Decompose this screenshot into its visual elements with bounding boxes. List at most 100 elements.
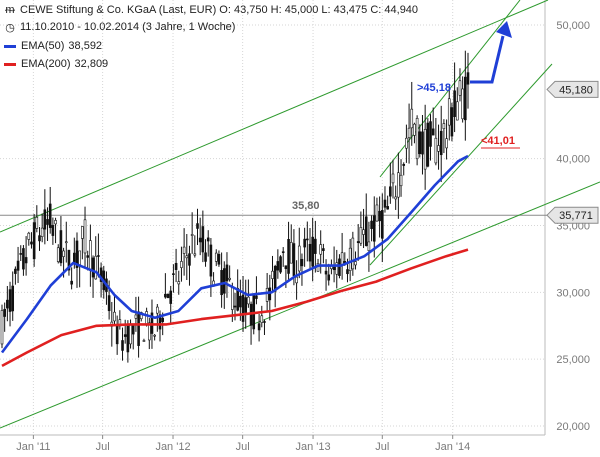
- price-bar-body: [450, 107, 454, 137]
- price-bar-body: [206, 237, 210, 242]
- price-bar-body: [14, 268, 17, 274]
- price-bar-body: [201, 226, 205, 253]
- price-bar-body: [271, 270, 274, 279]
- price-bar-body: [434, 137, 438, 164]
- price-bar-body: [399, 174, 403, 187]
- price-bar-body: [324, 270, 328, 275]
- price-bar-body: [6, 299, 9, 309]
- price-bar-body: [292, 243, 296, 276]
- price-bar-body: [166, 293, 170, 299]
- candlestick-chart-icon: ᵯ: [5, 4, 15, 16]
- price-bar-body: [364, 216, 368, 246]
- price-bar-body: [354, 261, 357, 266]
- price-bar-body: [346, 269, 349, 275]
- price-bar-body: [431, 128, 435, 136]
- price-bar-body: [177, 281, 181, 285]
- price-bar-body: [89, 240, 92, 271]
- legend-ema50: EMA(50) 38,592: [4, 39, 102, 53]
- price-bar-body: [429, 121, 432, 147]
- price-bar-body: [81, 226, 84, 239]
- price-bar-body: [75, 240, 79, 268]
- price-bar-body: [193, 253, 197, 256]
- price-bar-body: [426, 122, 430, 167]
- price-bars: [0, 50, 470, 363]
- price-bar-body: [405, 137, 408, 149]
- price-bar-body: [43, 209, 47, 230]
- x-tick-label: Jul: [375, 441, 389, 453]
- price-bar-body: [413, 123, 416, 136]
- price-bar-body: [380, 210, 384, 239]
- price-bar-body: [40, 227, 44, 237]
- price-bar-body: [121, 340, 124, 351]
- price-bar-body: [273, 265, 277, 292]
- price-bar-body: [54, 220, 57, 225]
- price-bar-body: [386, 206, 389, 210]
- price-bar-body: [196, 223, 199, 229]
- chart-title: CEWE Stiftung & Co. KGaA (Last, EUR) O: …: [20, 4, 419, 16]
- price-bar-body: [458, 80, 462, 96]
- y-tick-label: 40,000: [556, 154, 590, 166]
- x-tick-label: Jan '11: [16, 441, 50, 453]
- price-bar-body: [139, 312, 143, 320]
- price-bar-body: [239, 295, 242, 308]
- hline-price-label-box: [546, 206, 599, 224]
- price-bar-body: [35, 216, 39, 229]
- price-bar-body: [30, 241, 33, 245]
- trend-line: [379, 0, 521, 178]
- hline-price-label: 35,771: [559, 210, 593, 222]
- price-bar-body: [185, 255, 189, 259]
- price-bar-body: [231, 287, 234, 310]
- x-tick-label: Jan '13: [295, 441, 330, 453]
- last-price-label-box: [546, 80, 599, 98]
- price-bar-body: [16, 260, 20, 271]
- price-bar-body: [48, 203, 52, 228]
- trend-line: [369, 63, 553, 266]
- price-bar-body: [24, 257, 28, 264]
- price-bar-body: [410, 108, 414, 129]
- price-bar-body: [153, 334, 156, 337]
- price-bar-body: [158, 314, 162, 330]
- price-bar-body: [314, 238, 317, 254]
- price-bar-body: [308, 243, 312, 262]
- annotations: 35,80 >45,18 <41,01: [292, 21, 520, 212]
- price-bar-body: [402, 163, 406, 166]
- price-bar-body: [145, 311, 148, 325]
- trend-line: [0, 0, 549, 233]
- price-bar-body: [370, 220, 373, 229]
- price-bar-body: [378, 210, 381, 222]
- last-price-label: 45,180: [559, 84, 593, 96]
- price-bar-body: [367, 241, 371, 252]
- price-bar-body: [94, 255, 98, 280]
- price-bar-body: [289, 242, 293, 264]
- price-bar-body: [442, 123, 446, 130]
- price-bar-body: [362, 229, 365, 235]
- price-bar-body: [241, 294, 245, 322]
- price-bar-body: [300, 258, 304, 267]
- x-tick-label: Jul: [236, 441, 250, 453]
- price-bar-body: [56, 247, 60, 262]
- price-bar-body: [455, 101, 459, 121]
- price-bar-body: [359, 227, 363, 244]
- ema200-line: [1, 248, 469, 368]
- clock-icon: ◷: [5, 21, 15, 34]
- price-bar-body: [11, 285, 15, 312]
- price-bar-body: [22, 248, 25, 270]
- price-bar-body: [19, 253, 23, 255]
- y-tick-label: 50,000: [556, 20, 590, 32]
- chart-title-row: ᵯ CEWE Stiftung & Co. KGaA (Last, EUR) O…: [4, 3, 418, 17]
- annotation-level-3580: 35,80: [292, 200, 320, 212]
- price-bar-body: [188, 253, 191, 266]
- price-bar-body: [3, 308, 6, 317]
- price-bar-body: [126, 325, 130, 353]
- price-bar-body: [437, 145, 440, 152]
- annotation-stop-4101: <41,01: [481, 135, 515, 147]
- price-bar-body: [27, 232, 31, 240]
- price-bar-body: [38, 235, 41, 242]
- price-bar-body: [461, 88, 464, 120]
- price-bar-body: [391, 173, 395, 184]
- legend-label-ema50: EMA(50): [21, 40, 65, 52]
- price-bar-body: [306, 238, 309, 241]
- price-bar-body: [113, 311, 116, 322]
- price-bar-body: [142, 340, 146, 342]
- price-bar-body: [447, 98, 451, 126]
